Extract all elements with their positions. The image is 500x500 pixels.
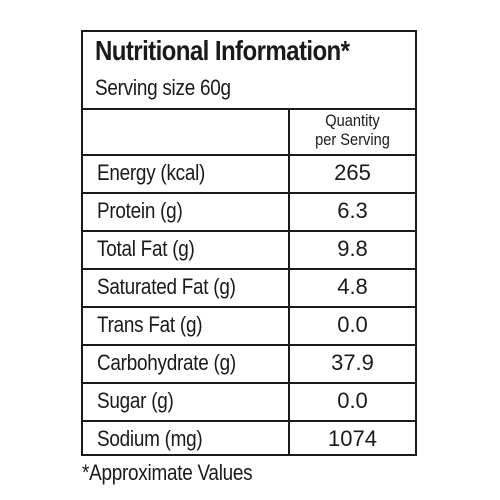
nutrient-name: Total Fat (g)	[97, 236, 195, 261]
table-row: Protein (g) 6.3	[83, 194, 415, 232]
column-divider	[288, 110, 290, 454]
nutrient-value: 265	[334, 160, 371, 185]
table-row: Sodium (mg) 1074	[83, 422, 415, 460]
quantity-header: Quantity per Serving	[290, 111, 415, 149]
nutrient-value: 37.9	[331, 350, 374, 375]
table-row: Carbohydrate (g) 37.9	[83, 346, 415, 384]
title-block: Nutritional Information* Serving size 60…	[83, 32, 415, 110]
quantity-header-line2: per Serving	[315, 130, 390, 149]
table-row: Sugar (g) 0.0	[83, 384, 415, 422]
nutrient-value: 0.0	[337, 388, 368, 413]
footnote: *Approximate Values	[82, 460, 253, 485]
nutrient-name: Protein (g)	[97, 198, 183, 223]
table-row: Energy (kcal) 265	[83, 156, 415, 194]
nutrient-name: Sugar (g)	[97, 388, 174, 413]
nutrient-name: Trans Fat (g)	[97, 312, 203, 337]
table-header-row: Quantity per Serving	[83, 110, 415, 156]
table-row: Trans Fat (g) 0.0	[83, 308, 415, 346]
nutrient-name: Carbohydrate (g)	[97, 350, 236, 375]
serving-size: Serving size 60g	[95, 75, 231, 100]
nutrient-value: 4.8	[337, 274, 368, 299]
table-row: Saturated Fat (g) 4.8	[83, 270, 415, 308]
nutrition-panel: Nutritional Information* Serving size 60…	[81, 30, 417, 456]
nutrient-name: Saturated Fat (g)	[97, 274, 236, 299]
nutrient-value: 6.3	[337, 198, 368, 223]
panel-title: Nutritional Information*	[95, 35, 350, 66]
quantity-header-line1: Quantity	[325, 111, 380, 130]
nutrient-name: Sodium (mg)	[97, 426, 203, 451]
table-row: Total Fat (g) 9.8	[83, 232, 415, 270]
nutrient-value: 9.8	[337, 236, 368, 261]
nutrition-table: Quantity per Serving Energy (kcal) 265 P…	[83, 110, 415, 460]
nutrient-name: Energy (kcal)	[97, 160, 206, 185]
nutrient-value: 1074	[328, 426, 377, 451]
nutrient-value: 0.0	[337, 312, 368, 337]
